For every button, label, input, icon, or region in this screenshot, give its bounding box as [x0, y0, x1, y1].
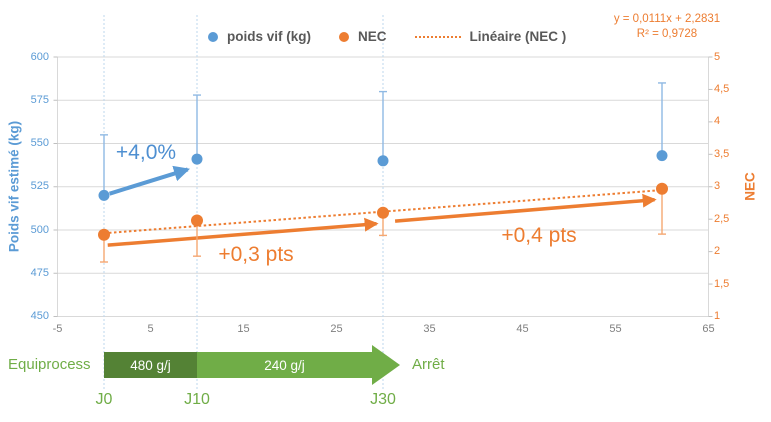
arrow-plus-03-pts [107, 217, 379, 247]
arrow-plus-04-pts [394, 193, 657, 223]
legend-marker-poids-vif-icon [208, 31, 218, 42]
timeline-segment-480: 480 g/j [104, 352, 197, 378]
rtick-label: 2,5 [714, 212, 730, 225]
xtick-label: 5 [147, 323, 154, 335]
data-point-poids-vif [656, 150, 668, 162]
ltick-label: 600 [30, 50, 49, 63]
r-squared: R² = 0,9728 [636, 28, 698, 40]
legend-item-lineaire-nec: Linéaire (NEC ) [414, 29, 567, 44]
ltick-label: 525 [30, 180, 49, 193]
timeline-label: Equiprocess [8, 356, 91, 373]
data-point-poids-vif [377, 155, 389, 167]
legend-label-poids-vif: poids vif (kg) [227, 29, 311, 44]
trendline-nec [103, 189, 663, 235]
xtick-label: 35 [423, 323, 436, 335]
legend-label-nec: NEC [358, 29, 387, 44]
arrow-plus-4-pct [108, 165, 190, 196]
annotation-plus-4-pct: +4,0% [115, 141, 177, 164]
rtick-label: 3 [714, 180, 721, 193]
legend-label-lineaire-nec: Linéaire (NEC ) [469, 29, 567, 44]
annotation-plus-04-pts: +0,4 pts [501, 224, 577, 247]
ltick-label: 550 [30, 137, 49, 149]
rtick-label: 3,5 [714, 147, 730, 160]
ltick-label: 500 [30, 223, 49, 236]
legend-item-poids-vif: poids vif (kg) [208, 29, 311, 44]
ltick-label: 450 [30, 310, 49, 322]
annotation-plus-03-pts: +0,3 pts [218, 243, 294, 266]
rtick-label: 2 [714, 245, 721, 258]
xtick-label: 45 [516, 323, 529, 335]
xtick-label: -5 [52, 323, 63, 335]
equation-line: y = 0,0111x + 2,2831 [613, 13, 721, 25]
data-point-nec [656, 182, 668, 195]
data-point-nec [98, 228, 110, 241]
rtick-label: 1 [714, 310, 721, 322]
legend-marker-nec-icon [339, 31, 349, 42]
timeline-end-label: Arrêt [412, 356, 445, 373]
legend-item-nec: NEC [339, 29, 387, 44]
data-point-poids-vif [98, 189, 110, 201]
data-point-nec [191, 214, 203, 227]
ltick-label: 575 [30, 93, 49, 106]
legend-marker-trendline-icon [414, 35, 461, 38]
data-point-nec [377, 206, 389, 219]
rtick-label: 5 [714, 50, 721, 63]
xtick-label: 55 [609, 323, 622, 335]
rtick-label: 4,5 [714, 82, 730, 95]
rtick-label: 4 [714, 115, 721, 128]
day-label-j10: J10 [184, 391, 210, 408]
day-label-j0: J0 [95, 391, 113, 408]
timeline-segment-240: 240 g/j [197, 352, 372, 378]
timeline-arrowhead-icon [372, 345, 400, 385]
day-label-j30: J30 [370, 391, 396, 408]
trendline-equation: y = 0,0111x + 2,2831 R² = 0,9728 [583, 12, 751, 42]
rtick-label: 1,5 [714, 277, 730, 290]
xtick-label: 25 [330, 323, 343, 335]
xtick-label: 65 [702, 323, 715, 335]
ltick-label: 475 [30, 266, 49, 279]
data-point-poids-vif [191, 153, 203, 165]
chart-legend: poids vif (kg) NEC Linéaire (NEC ) [208, 29, 566, 44]
xtick-label: 15 [237, 323, 250, 335]
